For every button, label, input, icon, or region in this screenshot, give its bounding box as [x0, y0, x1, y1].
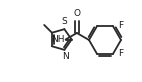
- Text: F: F: [118, 49, 123, 58]
- Text: NH: NH: [51, 35, 65, 44]
- Text: O: O: [73, 10, 80, 19]
- Text: S: S: [61, 17, 67, 26]
- Text: F: F: [118, 21, 123, 30]
- Text: N: N: [62, 52, 69, 61]
